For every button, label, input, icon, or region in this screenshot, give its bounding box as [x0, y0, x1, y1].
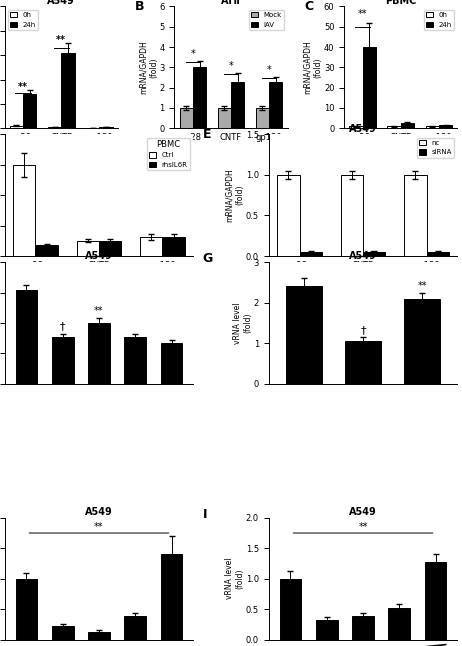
Bar	[61, 53, 74, 128]
Title: A549: A549	[349, 507, 377, 517]
Bar	[48, 127, 61, 128]
Bar	[286, 286, 322, 384]
Bar	[36, 245, 58, 256]
Bar	[280, 579, 301, 640]
Bar	[10, 126, 23, 128]
Bar	[404, 298, 440, 384]
Bar	[389, 608, 410, 640]
Legend: Mock, IAV: Mock, IAV	[249, 10, 284, 30]
Bar	[349, 126, 363, 128]
Bar	[52, 626, 73, 640]
Bar	[426, 126, 439, 128]
Bar	[161, 343, 182, 384]
Y-axis label: vRNA level
(fold): vRNA level (fold)	[225, 558, 244, 599]
Bar	[16, 289, 37, 384]
Text: †: †	[360, 325, 366, 335]
Bar	[231, 81, 244, 128]
Text: **: **	[56, 35, 66, 45]
Text: **: **	[359, 522, 368, 532]
Bar	[439, 125, 452, 128]
Bar	[16, 579, 37, 640]
Bar	[401, 123, 414, 128]
Title: A549: A549	[85, 251, 113, 262]
Text: **: **	[18, 82, 28, 92]
Bar	[363, 252, 385, 256]
Bar	[88, 323, 110, 384]
Legend: Ctrl, rhsIL6R: Ctrl, rhsIL6R	[147, 138, 190, 170]
Title: ATⅡ: ATⅡ	[221, 0, 241, 6]
Text: †: †	[60, 321, 66, 331]
Bar	[218, 108, 231, 128]
Text: *: *	[267, 65, 272, 76]
Legend: nc, siRNA: nc, siRNA	[417, 138, 454, 158]
Bar	[426, 252, 449, 256]
Bar	[13, 165, 36, 256]
Bar	[193, 67, 206, 128]
Polygon shape	[389, 645, 446, 646]
Text: **: **	[94, 522, 103, 532]
Bar	[256, 108, 269, 128]
Bar	[388, 126, 401, 128]
Y-axis label: mRNA/GAPDH
(fold): mRNA/GAPDH (fold)	[225, 169, 244, 222]
Y-axis label: vRNA level
(fold): vRNA level (fold)	[233, 302, 252, 344]
Bar	[316, 620, 338, 640]
Bar	[163, 237, 185, 256]
Bar	[180, 108, 193, 128]
Bar	[404, 175, 426, 256]
Text: **: **	[417, 280, 427, 291]
Legend: 0h, 24h: 0h, 24h	[8, 10, 38, 30]
Bar	[124, 337, 146, 384]
Text: *: *	[190, 49, 195, 59]
Y-axis label: mRNA/GAPDH
(fold): mRNA/GAPDH (fold)	[303, 41, 322, 94]
Bar	[346, 341, 381, 384]
Title: A549: A549	[47, 0, 75, 6]
Legend: 0h, 24h: 0h, 24h	[424, 10, 454, 30]
Text: I: I	[203, 508, 207, 521]
Bar	[277, 175, 299, 256]
Bar	[77, 241, 99, 256]
Bar	[99, 127, 113, 128]
Text: *: *	[229, 61, 233, 71]
Title: PBMC: PBMC	[385, 0, 416, 6]
Bar	[88, 632, 110, 640]
Title: A549: A549	[349, 251, 377, 262]
Bar	[299, 252, 322, 256]
Text: G: G	[203, 253, 213, 266]
Y-axis label: mRNA/GAPDH
(fold): mRNA/GAPDH (fold)	[139, 41, 158, 94]
Bar	[341, 175, 363, 256]
Bar	[99, 241, 121, 256]
Text: C: C	[304, 1, 314, 14]
Bar	[23, 94, 36, 128]
Text: **: **	[358, 8, 367, 19]
Text: **: **	[94, 306, 103, 316]
Title: A549: A549	[85, 507, 113, 517]
Bar	[140, 237, 163, 256]
Text: E: E	[203, 128, 211, 141]
Title: A549: A549	[349, 123, 377, 134]
Text: B: B	[135, 1, 144, 14]
Bar	[52, 337, 73, 384]
Bar	[269, 81, 282, 128]
Bar	[352, 616, 374, 640]
Bar	[425, 561, 446, 640]
Bar	[124, 616, 146, 640]
Bar	[363, 47, 376, 128]
Bar	[161, 554, 182, 640]
